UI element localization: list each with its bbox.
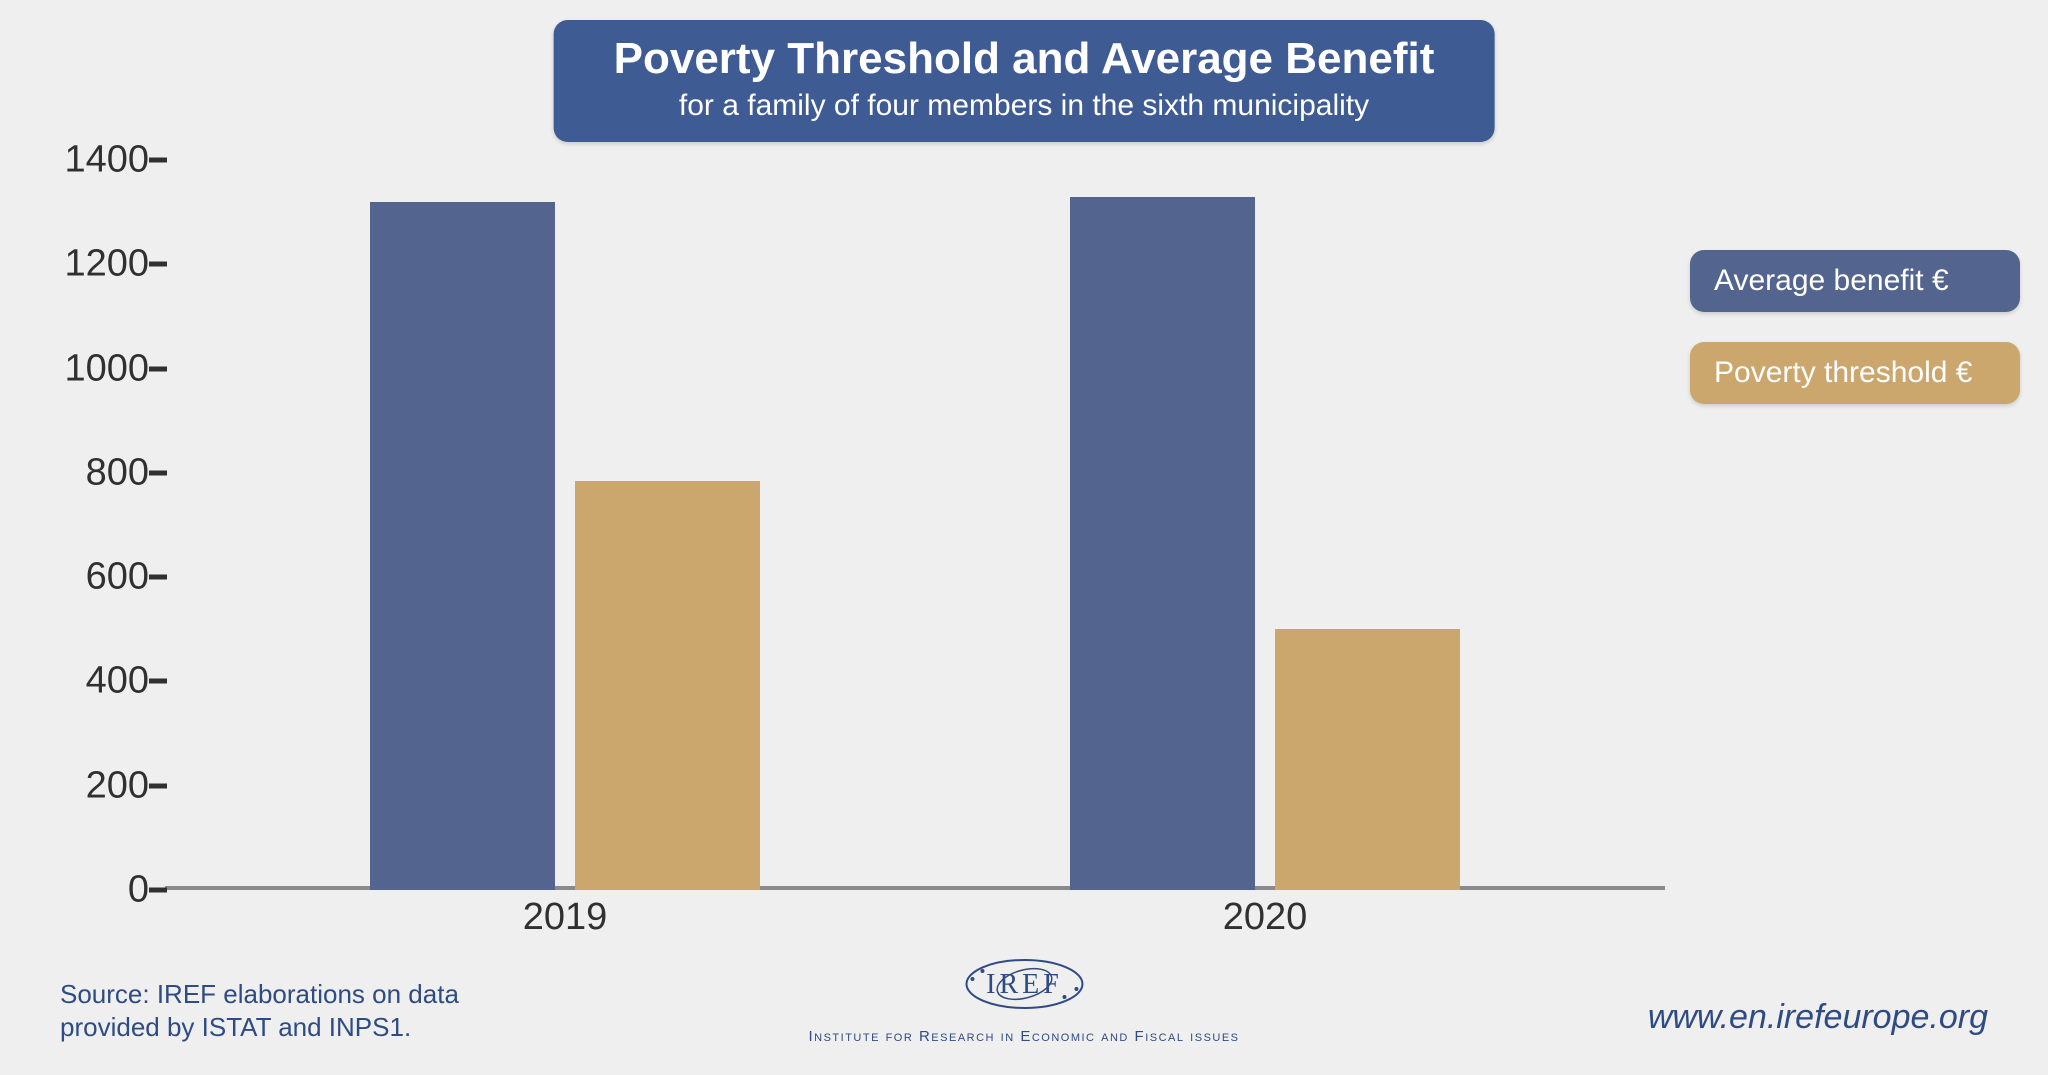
y-axis-tick-label: 200 bbox=[86, 764, 149, 807]
chart-title-box: Poverty Threshold and Average Benefit fo… bbox=[554, 20, 1495, 142]
iref-logo-icon: IREF bbox=[944, 949, 1104, 1019]
y-axis-tick bbox=[149, 888, 167, 893]
y-axis-tick bbox=[149, 679, 167, 684]
chart-title: Poverty Threshold and Average Benefit bbox=[614, 34, 1435, 85]
bar-2019-benefit bbox=[370, 202, 555, 890]
logo-text: IREF bbox=[986, 969, 1063, 1000]
y-axis-tick bbox=[149, 366, 167, 371]
y-axis-tick-label: 400 bbox=[86, 660, 149, 703]
y-axis-tick-label: 800 bbox=[86, 451, 149, 494]
y-axis-tick bbox=[149, 470, 167, 475]
y-axis-tick-label: 600 bbox=[86, 556, 149, 599]
chart-plot: 020040060080010001200140020192020 bbox=[175, 160, 1655, 890]
bar-2020-benefit bbox=[1070, 197, 1255, 891]
y-axis-tick-label: 1400 bbox=[64, 139, 149, 182]
chart-subtitle: for a family of four members in the sixt… bbox=[614, 87, 1435, 125]
logo-caption: Institute for Research in Economic and F… bbox=[808, 1028, 1239, 1045]
source-attribution: Source: IREF elaborations on data provid… bbox=[60, 978, 540, 1043]
bar-2019-threshold bbox=[575, 481, 760, 890]
y-axis-tick bbox=[149, 262, 167, 267]
y-axis-tick bbox=[149, 575, 167, 580]
y-axis-tick-label: 1200 bbox=[64, 243, 149, 286]
logo-block: IREF Institute for Research in Economic … bbox=[808, 949, 1239, 1045]
legend-item: Poverty threshold € bbox=[1690, 342, 2020, 404]
y-axis-tick-label: 0 bbox=[128, 869, 149, 912]
chart-legend: Average benefit € Poverty threshold € bbox=[1690, 250, 2020, 434]
y-axis-tick bbox=[149, 158, 167, 163]
bar-2020-threshold bbox=[1275, 629, 1460, 890]
website-url: www.en.irefeurope.org bbox=[1648, 998, 1988, 1037]
chart-plot-area: 020040060080010001200140020192020 bbox=[175, 160, 1655, 890]
legend-item: Average benefit € bbox=[1690, 250, 2020, 312]
x-axis-category-label: 2020 bbox=[1223, 896, 1308, 939]
y-axis-tick bbox=[149, 783, 167, 788]
x-axis-category-label: 2019 bbox=[523, 896, 608, 939]
chart-footer: Source: IREF elaborations on data provid… bbox=[0, 935, 2048, 1075]
y-axis-tick-label: 1000 bbox=[64, 347, 149, 390]
